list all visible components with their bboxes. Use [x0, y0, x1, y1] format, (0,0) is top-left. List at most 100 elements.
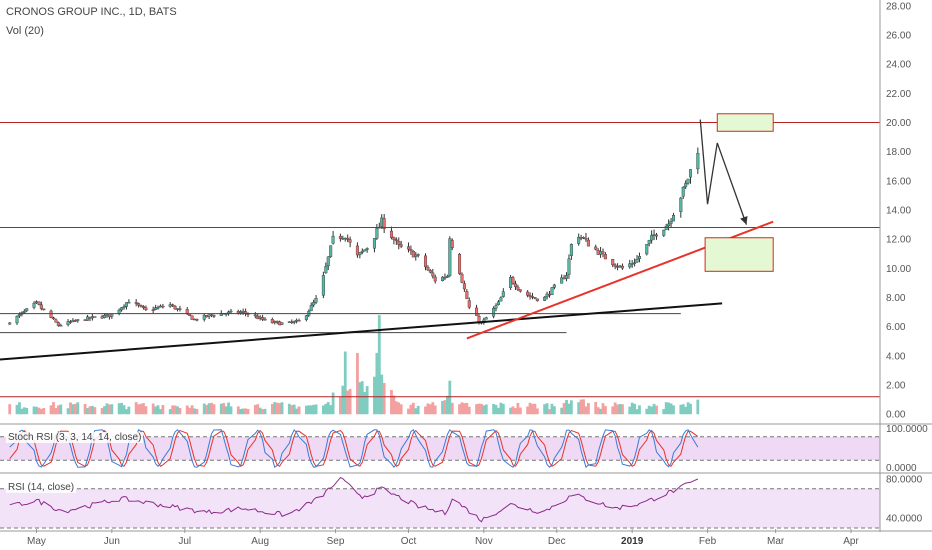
candle-body [565, 275, 569, 279]
candle-body [105, 314, 109, 316]
volume-bar [647, 405, 651, 415]
candle-body [633, 262, 637, 264]
target-zones[interactable] [704, 113, 774, 272]
candle-body [51, 317, 55, 320]
volume-bar [363, 392, 367, 415]
volume-bar [161, 405, 165, 415]
volume-bar [509, 407, 512, 415]
candle-body [494, 305, 498, 309]
candle-body [338, 235, 342, 239]
volume-bar [655, 405, 658, 415]
candle-body [477, 315, 481, 323]
trendlines[interactable] [0, 220, 774, 361]
x-label-dec: Dec [548, 536, 566, 547]
volume-bar [188, 407, 192, 415]
x-label-jul: Jul [178, 536, 191, 547]
volume-bar [569, 400, 573, 415]
candle-body [280, 322, 284, 325]
volume-bar [445, 395, 449, 415]
volume-bar [18, 402, 21, 415]
candle-body [110, 314, 114, 317]
volume-bar [390, 390, 393, 415]
candle-body [178, 308, 182, 310]
candle-body [443, 276, 447, 279]
candle-body [630, 263, 634, 265]
candle-body [127, 301, 131, 304]
candle-body [696, 152, 700, 170]
volume-bar [66, 408, 70, 415]
candle-body [501, 291, 505, 297]
volume-bar [480, 403, 483, 415]
volume-bar [168, 409, 172, 415]
volume-bar [127, 406, 131, 415]
candle-body [577, 237, 581, 244]
x-label-mar: Mar [767, 536, 785, 547]
volume-bar [516, 402, 520, 415]
volume-bar [348, 388, 352, 415]
volume-bar [662, 409, 666, 415]
candle-body [613, 264, 617, 267]
volume-bar [358, 382, 362, 415]
volume-bar [356, 352, 359, 415]
candle-body [154, 307, 158, 310]
candle-body [579, 237, 583, 239]
y-tick-12: 12.00 [886, 235, 911, 246]
candle-body [202, 314, 206, 320]
candle-body [484, 317, 488, 320]
candle-body [195, 319, 199, 321]
y-tick-20: 20.00 [886, 118, 911, 129]
volume-bar [229, 406, 233, 415]
volume-bar [93, 407, 97, 415]
volume-bar [222, 403, 226, 415]
candle-body [360, 250, 364, 253]
volume-bar [616, 404, 619, 415]
candle-body [681, 187, 685, 197]
volume-bar [326, 402, 330, 415]
axes [0, 0, 932, 533]
volume-bar [526, 406, 530, 415]
candle-body [389, 230, 393, 238]
volume-bar [205, 405, 209, 415]
candle-body [550, 287, 554, 296]
candle-body [562, 277, 566, 280]
candle-body [93, 316, 97, 318]
candle-body [416, 254, 420, 256]
projection-path[interactable] [699, 119, 748, 225]
volume-bar [431, 402, 435, 415]
candle-body [535, 298, 539, 302]
candle-body [594, 246, 598, 250]
volume-bar [8, 404, 12, 415]
candle-body [426, 267, 430, 271]
candle-body [672, 215, 676, 222]
candle-body [462, 283, 466, 290]
candle-body [533, 297, 537, 299]
volume-bar [22, 407, 26, 415]
volume-bar [173, 405, 177, 415]
candle-body [54, 319, 58, 323]
volume-bar [475, 404, 478, 415]
volume-bar [672, 405, 675, 415]
candle-body [42, 308, 46, 311]
candle-body [66, 321, 70, 325]
volume-bar [562, 403, 566, 415]
volume-bar [90, 405, 94, 415]
candle-body [244, 311, 248, 314]
volume-bar [533, 403, 537, 415]
candle-body [441, 276, 445, 282]
volume-bar [241, 408, 245, 415]
stoch-tick-0: 0.0000 [886, 463, 917, 474]
candle-body [526, 291, 530, 296]
candle-body [511, 277, 515, 284]
candle-body [292, 321, 296, 323]
candle-body [647, 239, 651, 244]
candle-body [205, 315, 209, 318]
volume-bar [256, 404, 260, 415]
candle-body [686, 178, 690, 184]
volume-bar [635, 409, 639, 415]
candle-body [492, 308, 496, 317]
candle-body [227, 311, 231, 314]
volume-bar [531, 404, 534, 415]
candle-body [90, 316, 94, 319]
rsi-line [9, 476, 699, 523]
